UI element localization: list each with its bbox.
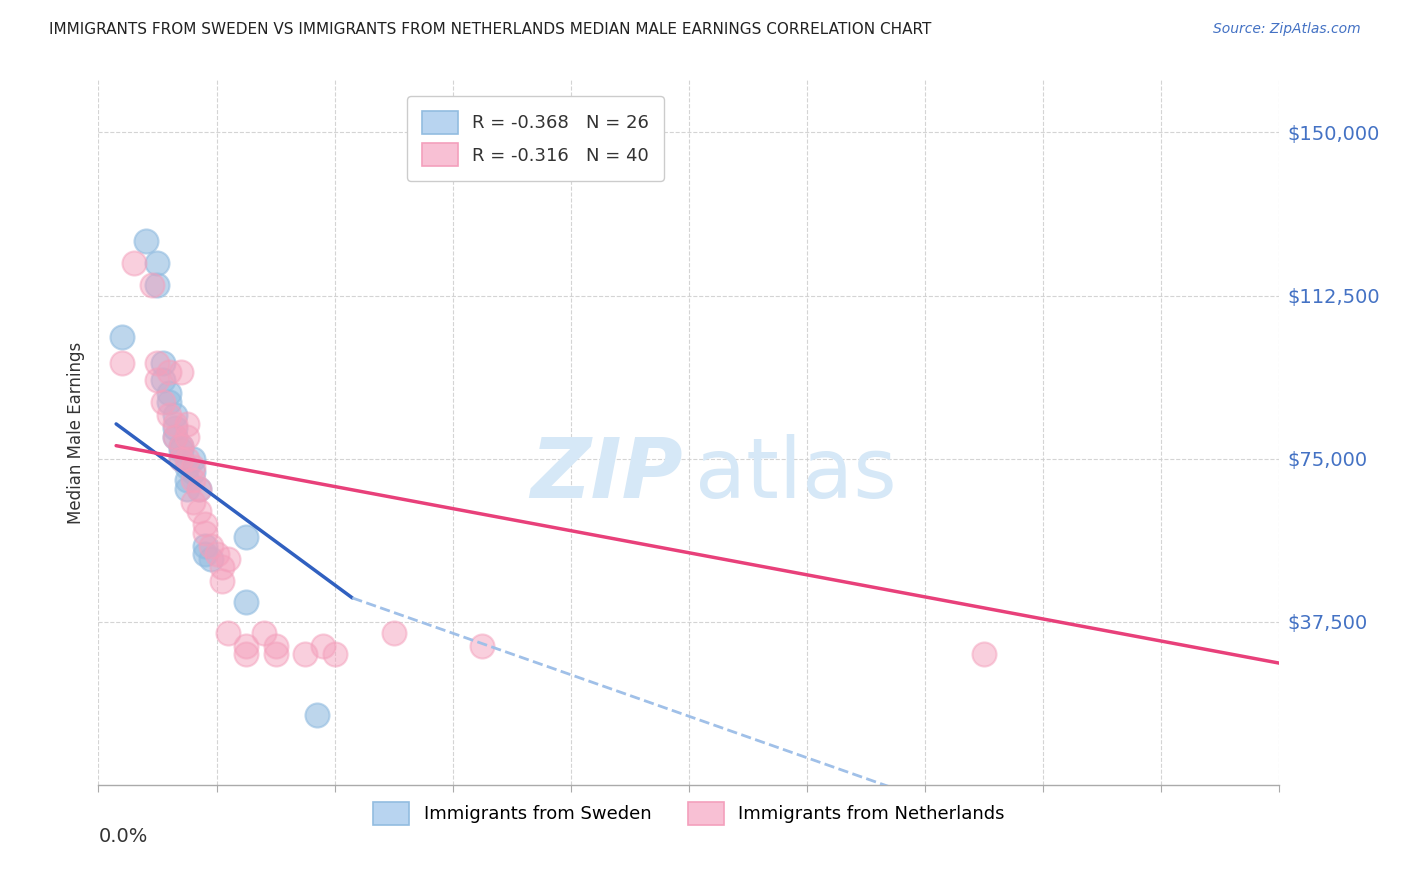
Point (471, 639, 494, 653)
Point (122, 256, 145, 270)
Point (187, 482, 209, 496)
Point (157, 408, 180, 422)
Point (187, 482, 209, 496)
Point (235, 639, 257, 653)
Point (170, 439, 193, 453)
Point (146, 256, 169, 270)
Point (253, 625, 276, 640)
Point (141, 277, 163, 292)
Point (382, 625, 405, 640)
Point (181, 474, 204, 488)
Point (181, 460, 204, 475)
Point (176, 482, 198, 496)
Point (157, 386, 180, 401)
Point (152, 373, 174, 387)
Point (323, 648, 346, 662)
Point (146, 356, 169, 370)
Point (170, 439, 193, 453)
Legend: Immigrants from Sweden, Immigrants from Netherlands: Immigrants from Sweden, Immigrants from … (359, 788, 1019, 839)
Point (152, 356, 174, 370)
Point (305, 708, 328, 723)
Text: atlas: atlas (695, 434, 897, 516)
Point (176, 474, 198, 488)
Point (170, 443, 193, 458)
Point (200, 539, 222, 553)
Point (165, 430, 187, 444)
Point (165, 408, 187, 422)
Point (176, 451, 198, 466)
Point (157, 365, 180, 379)
Point (176, 460, 198, 475)
Point (181, 465, 204, 479)
Point (111, 330, 134, 344)
Point (165, 430, 187, 444)
Point (157, 395, 180, 409)
Point (200, 551, 222, 566)
Point (176, 430, 198, 444)
Text: ZIP: ZIP (530, 434, 683, 516)
Point (170, 451, 193, 466)
Point (181, 451, 204, 466)
Point (146, 277, 169, 292)
Point (170, 451, 193, 466)
Point (264, 648, 287, 662)
Point (194, 525, 217, 540)
Point (165, 417, 187, 431)
Point (264, 639, 287, 653)
Point (217, 625, 239, 640)
Point (187, 504, 209, 518)
Point (211, 560, 233, 574)
Text: 0.0%: 0.0% (98, 827, 148, 847)
Point (194, 539, 217, 553)
Point (194, 548, 217, 562)
Point (235, 595, 257, 609)
Text: IMMIGRANTS FROM SWEDEN VS IMMIGRANTS FROM NETHERLANDS MEDIAN MALE EARNINGS CORRE: IMMIGRANTS FROM SWEDEN VS IMMIGRANTS FRO… (49, 22, 932, 37)
Point (176, 417, 198, 431)
Point (973, 648, 995, 662)
Point (312, 639, 335, 653)
Point (205, 548, 228, 562)
Point (170, 365, 193, 379)
Point (294, 648, 316, 662)
Point (181, 495, 204, 509)
Point (111, 356, 134, 370)
Point (235, 648, 257, 662)
Text: Source: ZipAtlas.com: Source: ZipAtlas.com (1213, 22, 1361, 37)
Y-axis label: Median Male Earnings: Median Male Earnings (66, 342, 84, 524)
Point (194, 516, 217, 531)
Point (165, 421, 187, 435)
Point (217, 551, 239, 566)
Point (235, 530, 257, 544)
Point (152, 395, 174, 409)
Point (135, 234, 157, 248)
Point (211, 574, 233, 588)
Point (146, 373, 169, 387)
